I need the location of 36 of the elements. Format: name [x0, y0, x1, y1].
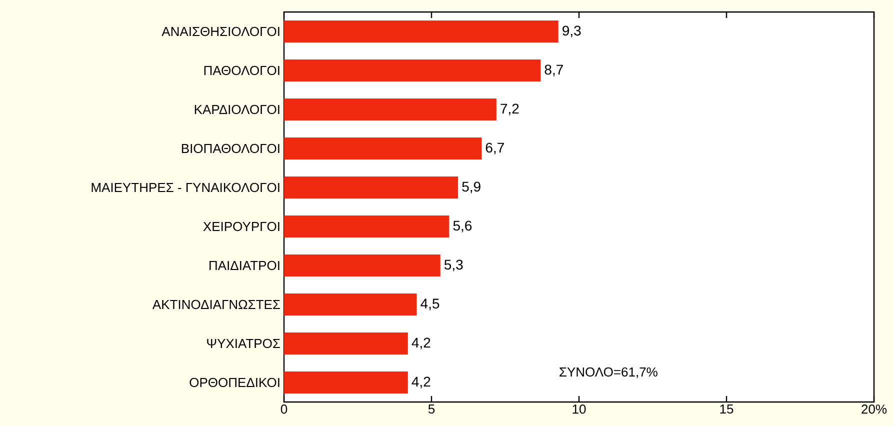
x-tick-label: 10	[572, 404, 586, 414]
data-label: 4,5	[420, 298, 440, 310]
bar	[284, 98, 496, 120]
bar	[284, 294, 417, 316]
y-tick-label: ΨΥΧΙΑΤΡΟΣ	[207, 338, 280, 348]
bar	[284, 254, 440, 276]
y-tick-label: ΑΝΑΙΣΘΗΣΙΟΛΟΓΟΙ	[162, 26, 280, 36]
bar	[284, 60, 541, 82]
x-tick-label: 0	[280, 404, 288, 414]
y-tick-label: ΠΑΘΟΛΟΓΟΙ	[204, 66, 280, 76]
annotation: ΣΥΝΟΛΟ=61,7%	[560, 367, 658, 378]
data-label: 4,2	[412, 376, 430, 388]
y-tick-label: ΑΚΤΙΝΟΔΙΑΓΝΩΣΤΕΣ	[152, 300, 280, 310]
data-label: 5,6	[453, 220, 472, 232]
bar	[284, 176, 458, 198]
data-label: 5,3	[444, 260, 463, 272]
data-label: 9,3	[562, 26, 581, 38]
y-tick-label: ΟΡΘΟΠΕΔΙΚΟΙ	[190, 378, 280, 388]
x-tick-label: 20%	[862, 404, 887, 414]
data-label: 5,9	[462, 182, 480, 194]
x-tick-label: 5	[428, 404, 435, 414]
data-label: 7,2	[500, 104, 519, 116]
bar	[284, 372, 408, 394]
x-tick-label: 15	[720, 404, 734, 414]
y-tick-label: ΠΑΙΔΙΑΤΡΟΙ	[210, 260, 280, 270]
y-tick-label: ΒΙΟΠΑΘΟΛΟΓΟΙ	[182, 144, 280, 154]
y-tick-label: ΧΕΙΡΟΥΡΓΟΙ	[203, 222, 280, 232]
data-label: 8,7	[544, 64, 563, 76]
bar	[284, 332, 408, 354]
data-label: 4,2	[412, 338, 430, 350]
bar	[284, 216, 450, 238]
data-label: 6,7	[486, 142, 504, 154]
y-tick-label: ΚΑΡΔΙΟΛΟΓΟΙ	[194, 104, 280, 114]
bar	[284, 20, 558, 42]
y-tick-label: ΜΑΙΕΥΤΗΡΕΣ - ΓΥΝΑΙΚΟΛΟΓΟΙ	[92, 182, 280, 192]
bar	[284, 138, 482, 160]
